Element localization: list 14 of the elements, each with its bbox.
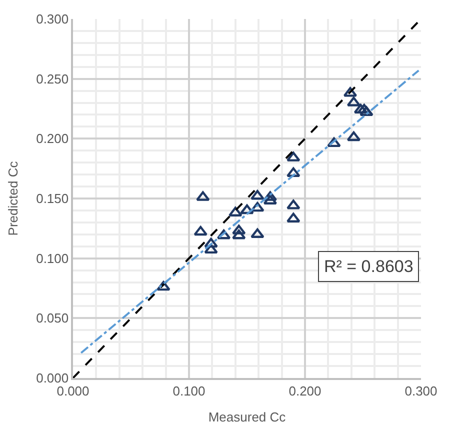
- x-tick-label: 0.100: [172, 383, 206, 398]
- x-tick-label: 0.000: [56, 383, 90, 398]
- y-tick-label: 0.050: [36, 310, 69, 326]
- y-tick-label: 0.100: [36, 250, 69, 266]
- y-tick-label: 0.300: [36, 12, 69, 27]
- annotation: R² = 0.8603: [324, 257, 414, 276]
- y-axis-title: Predicted Cc: [6, 160, 21, 236]
- y-tick-label: 0.150: [36, 191, 69, 206]
- y-tick-label: 0.250: [36, 71, 69, 86]
- x-tick-label: 0.200: [288, 383, 322, 398]
- y-tick-label: 0.200: [36, 131, 69, 146]
- x-tick-label: 0.300: [404, 383, 438, 398]
- y-tick-label: 0.000: [36, 370, 69, 386]
- x-axis-title: Measured Cc: [208, 409, 286, 424]
